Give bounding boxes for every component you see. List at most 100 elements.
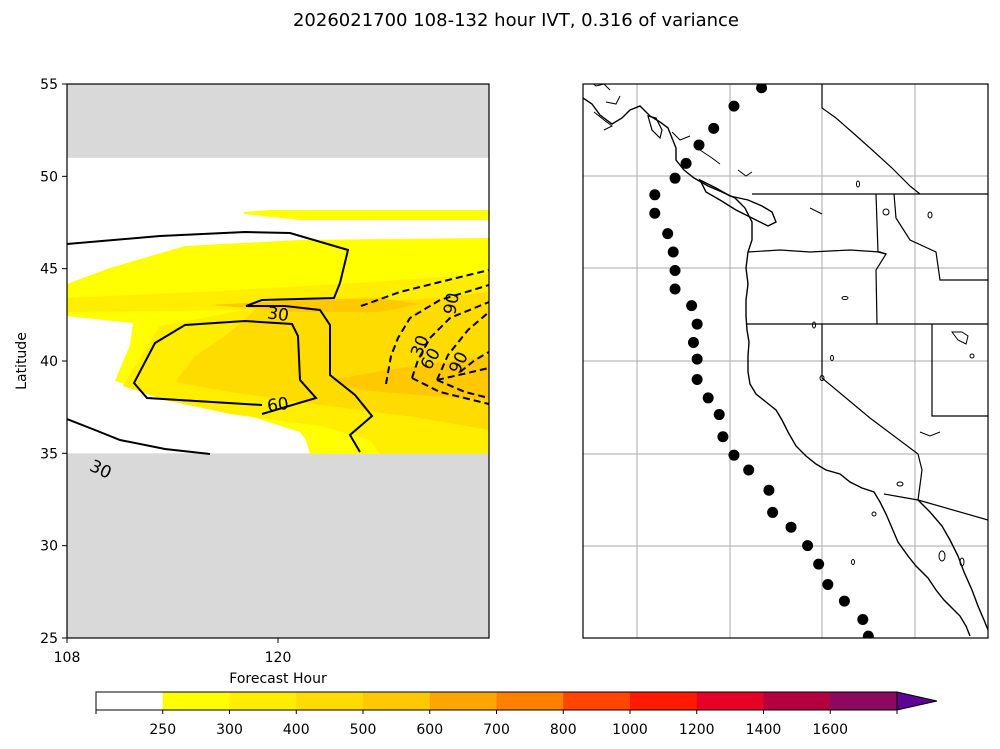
lake [819,375,825,381]
colorbar-segment [429,692,497,710]
colorbar-tick-label: 300 [216,722,243,738]
ivt-fill [67,210,489,454]
station-marker [708,122,720,134]
fjord-coast [592,84,753,177]
figure-title: 2026021700 108-132 hour IVT, 0.316 of va… [293,10,739,31]
lake [919,431,941,437]
colorbar-segment [229,692,297,710]
nv-ut-border [931,324,988,417]
station-marker [767,506,779,518]
y-tick-label: 35 [40,446,58,462]
station-marker [743,464,755,476]
station-marker [667,246,679,258]
contour-line-90-dashed [436,311,489,381]
colorbar-segment [563,692,631,710]
borders [747,84,988,521]
station-marker [862,630,874,638]
contour-line-60-solid [132,319,318,415]
station-marker [693,139,705,151]
ivt-fill-500 [210,298,420,312]
baja-gulf-coast [917,499,988,631]
contour-line-60-dashed [411,301,489,379]
x-tick-label: 108 [54,650,81,666]
lake [812,321,816,329]
map-panel [582,83,989,639]
x-tick-label: 120 [265,650,292,666]
lakes [809,180,975,567]
y-tick-label: 55 [40,77,58,93]
solid-contours [67,230,374,455]
station-marker [717,431,729,443]
station-marker [669,265,681,277]
masked-band [67,84,489,158]
us-mexico-border [883,493,988,521]
colorbar-tick-label: 1000 [612,722,648,738]
station-marker [728,100,740,112]
colorbar-segment [696,692,764,710]
ivt-fill-500b [330,356,489,400]
contour-line-30-solid [67,230,374,453]
lake [938,550,946,562]
great-salt-lake [951,331,969,345]
island [851,559,855,565]
station-marker [802,540,814,552]
y-axis-label: Latitude [14,332,30,390]
y-tick-label: 50 [40,169,58,185]
colorbar-tick-label: 1600 [812,722,848,738]
island [871,511,877,517]
colorbar-tick-label: 400 [283,722,310,738]
station-markers [649,84,874,638]
contour-label: 30 [266,303,290,326]
colorbar-tick-label: 600 [416,722,443,738]
contour-label: 90 [440,291,463,316]
station-marker [728,449,740,461]
colorbar-tick-label: 800 [550,722,577,738]
station-marker [822,578,834,590]
colorbar-segment [162,692,230,710]
station-marker [702,392,714,404]
lake [882,208,890,216]
ca-nv-border [821,324,923,501]
colorbar-segment [363,692,431,710]
x-axis-label: Forecast Hour [229,671,327,687]
y-tick-label: 45 [40,262,58,278]
station-marker [662,228,674,240]
vancouver-island [698,178,777,227]
station-marker [756,84,768,94]
station-marker [763,484,775,496]
colorbar-tick-label: 500 [350,722,377,738]
lake [809,207,823,215]
colorbar-tick-label: 1200 [679,722,715,738]
ivt-fill-250-strip [244,210,489,220]
station-marker [857,614,869,626]
colorbar-segment [96,692,164,710]
colorbar-segment [763,692,831,710]
station-marker [691,353,703,365]
masked-band [67,453,489,638]
colorbar: 250 300 400 500 600 700 800 1000 1200 1400 1600 [95,691,938,738]
colorbar-segment [830,692,898,710]
y-tick-label: 30 [40,539,58,555]
contour-line-90-dashed-b [436,379,489,399]
station-marker [813,558,825,570]
station-marker [649,207,661,219]
ivt-fill-400 [175,292,489,430]
masked-bands [67,84,489,638]
station-marker [687,337,699,349]
map-axes-frame [582,83,989,639]
colorbar-segment [630,692,698,710]
map-gridlines [583,84,988,638]
or-wa-border [747,249,887,255]
station-marker [686,300,698,312]
station-marker [669,283,681,295]
colorbar-segment [296,692,364,710]
y-tick-label: 40 [40,354,58,370]
station-marker [691,318,703,330]
station-marker [713,409,725,421]
idaho-montana-border [893,193,988,281]
y-tick-label: 25 [40,631,58,647]
colorbar-tick-label: 1400 [746,722,782,738]
lake [830,355,834,361]
